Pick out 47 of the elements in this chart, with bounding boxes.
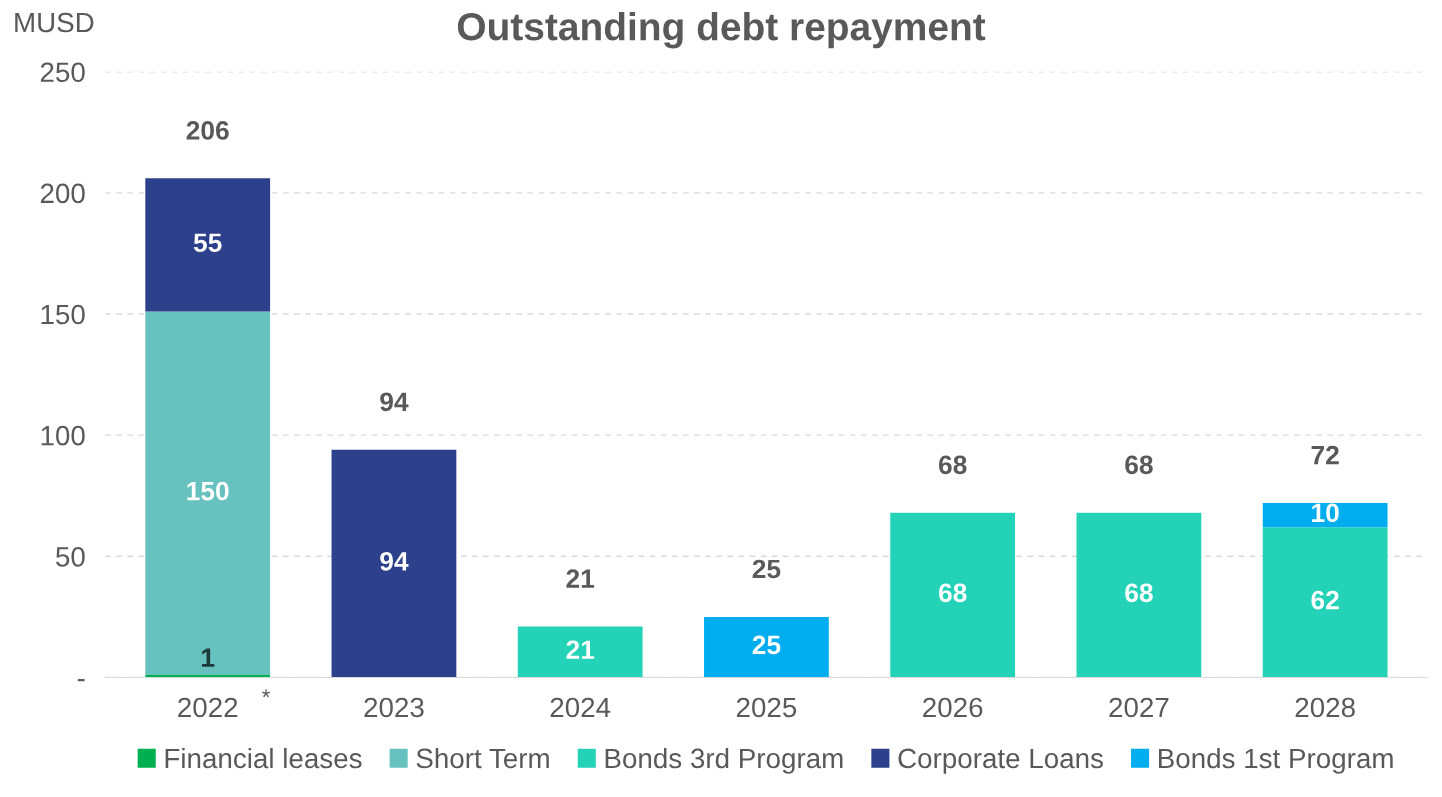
bar [704,616,829,678]
bar [890,512,1016,678]
bar [517,626,643,678]
data-label: 1 [202,648,215,667]
x-tick-label: 2027 [1109,697,1169,718]
data-label: 94 [380,551,409,571]
y-tick-label: - [77,679,85,682]
bar [1076,512,1202,678]
y-tick-label: 200 [40,183,85,204]
data-label: 21 [566,640,595,659]
data-label: 62 [1311,590,1339,610]
bar [1262,527,1388,678]
legend-label: Corporate Loans [898,748,1103,774]
data-label: 68 [1125,583,1153,603]
total-label: 68 [1125,455,1153,475]
legend-label: Financial leases [165,747,362,769]
bar [145,311,271,676]
x-tick-label: 2024 [550,697,611,718]
total-label: 25 [752,559,781,579]
chart-title: Outstanding debt repayment [457,11,986,49]
bar [331,449,457,678]
total-label: 21 [566,569,595,588]
y-tick-label: 250 [40,62,85,83]
data-label: 55 [193,233,222,253]
legend-label: Short Term [416,747,549,769]
data-label: 150 [187,481,229,501]
x-tick-label: 2028 [1295,697,1355,718]
y-tick-label: 150 [41,304,85,325]
data-label: 10 [1312,503,1339,523]
bar [1262,503,1388,528]
legend-label: Bonds 3rd Program [605,747,843,774]
y-tick-label: 100 [41,425,85,446]
y-axis-title: MUSD [15,12,94,33]
x-tick-label: 2023 [364,697,424,718]
data-label: 25 [752,635,781,655]
y-tick-label: 50 [56,546,85,567]
total-label: 94 [380,392,409,412]
text: * [262,689,271,698]
total-label: 68 [938,455,967,475]
bar [145,178,271,312]
x-tick-label: 2022 [178,697,238,718]
x-tick-label: 2026 [923,697,983,718]
total-label: 206 [186,121,229,140]
legend-label: Bonds 1st Program [1159,747,1393,774]
x-tick-label: 2025 [736,697,797,718]
total-label: 72 [1311,445,1339,465]
data-label: 68 [938,583,967,603]
